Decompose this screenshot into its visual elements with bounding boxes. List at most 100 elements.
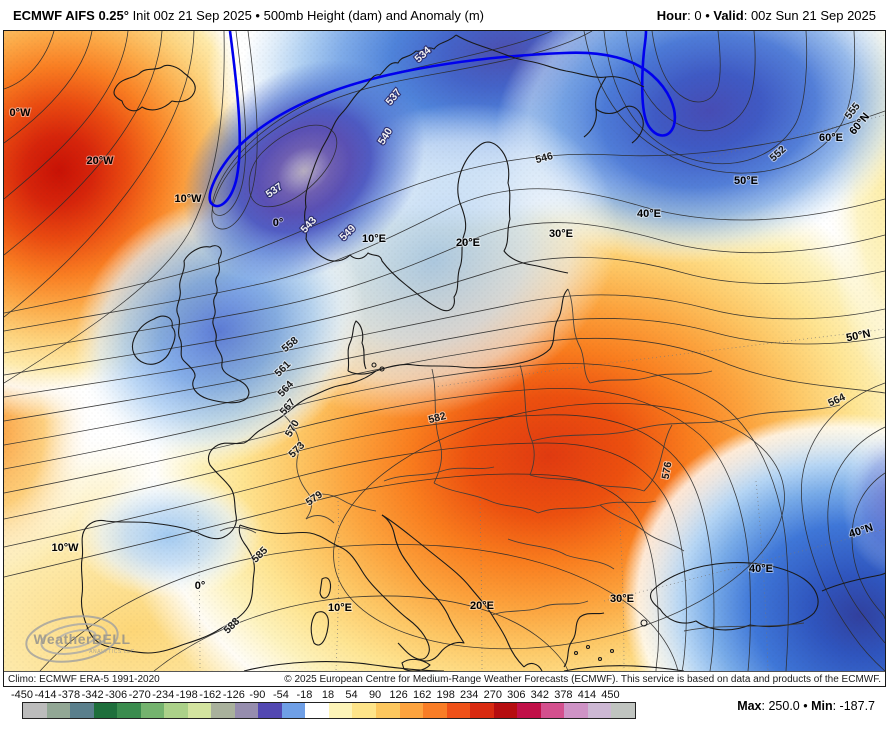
colorbar-tick: 234 — [460, 689, 479, 701]
colorbar-cell — [23, 703, 47, 718]
colorbar-tick: -414 — [34, 689, 57, 701]
colorbar-cell — [587, 703, 612, 718]
colorbar-cell — [540, 703, 565, 718]
geo-label: 10°E — [362, 233, 386, 245]
geo-label: 10°E — [328, 602, 352, 614]
anomaly-shading — [4, 31, 885, 671]
valid-info: Hour: 0 • Valid: 00z Sun 21 Sep 2025 — [657, 8, 876, 23]
colorbar-tick: -126 — [222, 689, 245, 701]
colorbar-cell — [375, 703, 400, 718]
colorbar-tick: 414 — [577, 689, 597, 701]
colorbar-tick: -342 — [81, 689, 104, 701]
colorbar-cell — [187, 703, 212, 718]
colorbar-tick: -54 — [272, 689, 289, 701]
contour-label: 546 — [534, 150, 554, 166]
max-min-readout: Max: 250.0 • Min: -187.7 — [737, 699, 875, 713]
max-value: : 250.0 — [761, 699, 800, 713]
copyright-text: © 2025 European Centre for Medium-Range … — [284, 673, 881, 685]
geo-label: 50°E — [734, 175, 758, 187]
colorbar-tick: 342 — [530, 689, 550, 701]
colorbar-tick: 162 — [412, 689, 432, 701]
bullet-separator: • — [799, 699, 812, 713]
map-frame: 534 537 540 537 543 549 546 552 555 558 … — [3, 30, 886, 687]
colorbar-cell — [164, 703, 188, 718]
colorbar-tick: 126 — [389, 689, 408, 701]
colorbar-cell — [258, 703, 282, 718]
colorbar-tick: 198 — [436, 689, 455, 701]
colorbar-tick: -18 — [296, 689, 313, 701]
colorbar-cell — [305, 703, 329, 718]
colorbar-tick: 90 — [368, 689, 382, 701]
watermark: WeatherBELL ANALYTICS LLC — [25, 615, 135, 663]
model-name: ECMWF AIFS 0.25° — [13, 7, 129, 23]
geo-label: 40°E — [749, 563, 773, 575]
geo-label: 20°W — [86, 155, 114, 167]
geo-label: 30°E — [549, 228, 573, 240]
min-value: : -187.7 — [832, 699, 875, 713]
colorbar-cell — [446, 703, 471, 718]
colorbar-tick: -306 — [105, 689, 128, 701]
bullet-separator: • — [701, 7, 714, 23]
geo-label: 20°E — [470, 600, 494, 612]
map-caption-bar: Climo: ECMWF ERA-5 1991-2020 © 2025 Euro… — [4, 671, 885, 686]
coastlines — [80, 34, 885, 671]
colorbar-cell — [493, 703, 518, 718]
colorbar-tick: -198 — [175, 689, 198, 701]
geo-label: 60°E — [819, 132, 843, 144]
title-rest: Init 00z 21 Sep 2025 • 500mb Height (dam… — [128, 7, 484, 23]
watermark-subtitle: ANALYTICS LLC — [89, 649, 135, 655]
colorbar-tick: 450 — [601, 689, 620, 701]
geo-label: 0°W — [10, 107, 32, 119]
climo-text: Climo: ECMWF ERA-5 1991-2020 — [8, 673, 160, 685]
blue-540-contour — [208, 31, 677, 208]
colorbar-tick: 54 — [345, 689, 358, 701]
colorbar-cell — [470, 703, 494, 718]
hour-label: Hour — [656, 7, 688, 23]
geo-label: 20°E — [456, 237, 480, 249]
colorbar-cell — [93, 703, 118, 718]
map-title: ECMWF AIFS 0.25° Init 00z 21 Sep 2025 • … — [13, 8, 484, 23]
colorbar-cells — [22, 702, 636, 719]
geo-label: 30°E — [610, 593, 634, 605]
valid-value: : 00z Sun 21 Sep 2025 — [743, 7, 876, 23]
geo-label: 10°W — [51, 542, 79, 554]
colorbar-tick: 270 — [483, 689, 502, 701]
colorbar-cell — [117, 703, 141, 718]
contour-label: 582 — [427, 410, 447, 426]
colorbar-cell — [211, 703, 235, 718]
colorbar-cell — [517, 703, 541, 718]
colorbar-cell — [234, 703, 259, 718]
colorbar-tick: -270 — [128, 689, 151, 701]
weather-map: 534 537 540 537 543 549 546 552 555 558 … — [4, 31, 885, 671]
header-bar: ECMWF AIFS 0.25° Init 00z 21 Sep 2025 • … — [0, 0, 889, 30]
country-borders — [219, 288, 841, 632]
colorbar-tick: 18 — [321, 689, 335, 701]
max-label: Max — [737, 699, 762, 713]
colorbar-cell — [140, 703, 165, 718]
colorbar-cell — [328, 703, 353, 718]
colorbar-cell — [70, 703, 94, 718]
colorbar-zone: -450 -414 -378 -342 -306 -270 -234 -198 -162 -126… — [0, 687, 889, 730]
contour-label: 576 — [660, 461, 675, 480]
colorbar-tick: -450 — [10, 689, 34, 701]
geo-label: 10°W — [174, 193, 202, 205]
colorbar-cell — [46, 703, 71, 718]
valid-label: Valid — [713, 7, 744, 23]
colorbar-tick: -162 — [199, 689, 222, 701]
colorbar-tick: 378 — [554, 689, 573, 701]
colorbar-cell — [423, 703, 447, 718]
colorbar-tick: 306 — [507, 689, 526, 701]
colorbar-cell — [399, 703, 424, 718]
colorbar-tick: -378 — [58, 689, 81, 701]
geo-label: 40°E — [637, 208, 661, 220]
colorbar-tick: -90 — [249, 689, 266, 701]
colorbar-ticks: -450 -414 -378 -342 -306 -270 -234 -198 -162 -126… — [11, 689, 634, 701]
colorbar-cell — [611, 703, 635, 718]
geo-label: 0° — [195, 580, 206, 592]
watermark-brand: WeatherBELL — [33, 631, 130, 647]
min-label: Min — [811, 699, 833, 713]
geo-label: 0° — [273, 217, 284, 229]
hour-value: : 0 — [687, 7, 702, 23]
colorbar-cell — [564, 703, 588, 718]
